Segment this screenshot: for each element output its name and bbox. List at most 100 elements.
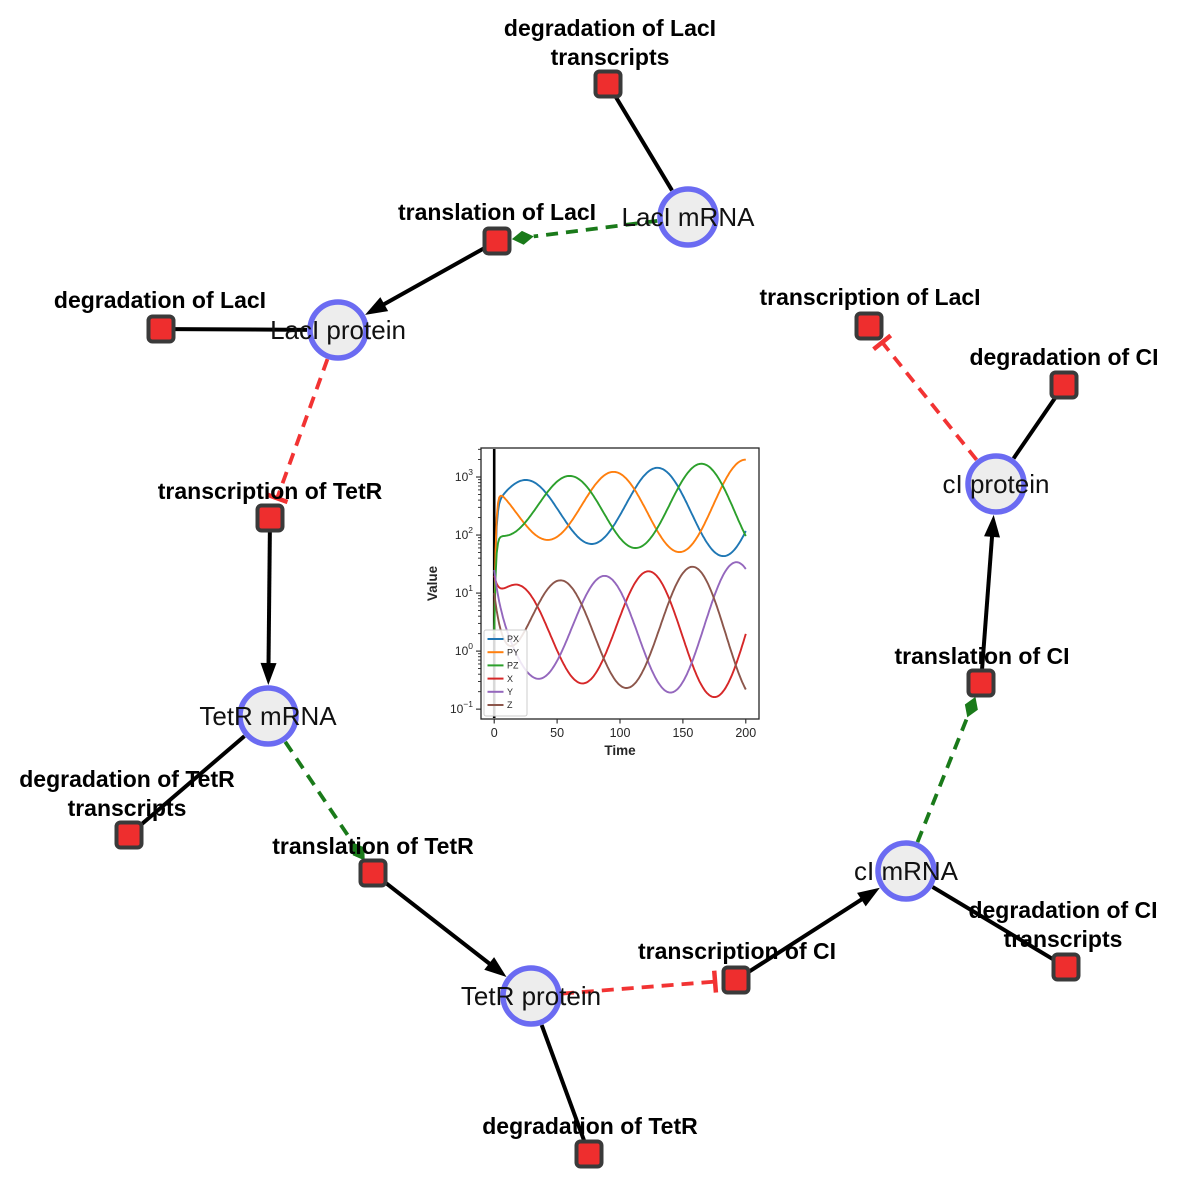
species-label: LacI protein — [270, 315, 406, 345]
edge-line — [980, 530, 995, 670]
legend-box — [483, 629, 528, 717]
edge-line — [378, 246, 486, 309]
reaction-node-transcription-of-laci[interactable] — [854, 311, 884, 341]
species-node-laci-mrna[interactable] — [657, 186, 719, 248]
legend-label: PZ — [507, 661, 519, 671]
legend-label: PX — [507, 634, 519, 644]
reaction-node-degradation-of-laci[interactable] — [146, 314, 176, 344]
reaction-label: degradation of TetR — [482, 1113, 698, 1139]
species-node-ci-mrna[interactable] — [875, 840, 937, 902]
reaction-square[interactable] — [593, 69, 623, 99]
reaction-node-degradation-of-tetr-transcripts[interactable] — [114, 820, 144, 850]
reaction-node-translation-of-ci[interactable] — [966, 668, 996, 698]
species-circle[interactable] — [657, 186, 719, 248]
species-node-laci-protein[interactable] — [307, 299, 369, 361]
edge-line — [266, 531, 272, 670]
edge-line — [880, 341, 979, 462]
reaction-label: transcription of LacI — [759, 284, 980, 310]
species-node-tetr-protein[interactable] — [500, 965, 562, 1027]
species-node-ci-protein[interactable] — [965, 453, 1027, 515]
simulation-inset-chart: 0 50 100 150 200Time10−1100101102103ValuePXP… — [421, 437, 778, 763]
arrowhead-icon — [260, 662, 277, 686]
x-axis-title: Time — [604, 743, 636, 758]
series-curve-px — [493, 466, 747, 634]
labels-layer: degradation of LacI transcripts translatio… — [19, 15, 1158, 1139]
reaction-label: degradation of CI — [968, 897, 1157, 923]
catalysis-arrowhead-icon — [352, 842, 365, 861]
reaction-square[interactable] — [721, 965, 751, 995]
y-tick-label: 102 — [455, 525, 473, 542]
edge-production-transcription-of-tetr-to-tetr-mrna — [260, 531, 277, 686]
reaction-square[interactable] — [358, 858, 388, 888]
nodes-layer — [114, 69, 1081, 1169]
species-node-tetr-mrna[interactable] — [237, 685, 299, 747]
edge-line — [539, 1024, 587, 1142]
edge-consumption-ci-mrna-to-degradation-of-ci-transcripts — [931, 885, 1056, 962]
species-label: TetR mRNA — [199, 701, 337, 731]
reaction-node-transcription-of-tetr[interactable] — [255, 503, 285, 533]
reaction-node-translation-of-tetr[interactable] — [358, 858, 388, 888]
series-curve-z — [493, 565, 747, 690]
species-label: cI protein — [943, 469, 1050, 499]
edge-line — [382, 880, 496, 969]
edge-production-translation-of-ci-to-ci-protein — [980, 514, 1000, 670]
edge-inhibition-tetr-protein-to-transcription-of-ci — [561, 970, 719, 996]
arrowhead-icon — [857, 887, 880, 907]
legend: PX PY PZ XYZ — [483, 629, 528, 717]
reaction-square[interactable] — [482, 226, 512, 256]
edge-consumption-laci-protein-to-degradation-of-laci — [174, 327, 308, 332]
x-tick-label: 100 — [610, 726, 631, 740]
reaction-square[interactable] — [1049, 370, 1079, 400]
y-tick-label: 101 — [455, 583, 473, 600]
arrowhead-icon — [984, 514, 1000, 538]
x-tick-label: 0 — [491, 726, 498, 740]
catalysis-arrowhead-icon — [511, 230, 534, 245]
edge-line — [915, 716, 970, 843]
reaction-label: degradation of LacI — [504, 15, 716, 41]
legend-label: PY — [507, 647, 519, 657]
reaction-square[interactable] — [146, 314, 176, 344]
reaction-label: transcription of CI — [638, 938, 836, 964]
reaction-node-degradation-of-tetr[interactable] — [574, 1139, 604, 1169]
edge-line — [533, 218, 658, 239]
edge-line — [931, 885, 1056, 962]
edge-line — [746, 894, 868, 975]
reaction-square[interactable] — [854, 311, 884, 341]
series-curve-y — [493, 561, 747, 694]
edge-production-translation-of-tetr-to-tetr-protein — [382, 880, 507, 977]
species-circle[interactable] — [965, 453, 1027, 515]
edge-line — [275, 358, 330, 499]
species-label: cI mRNA — [854, 856, 959, 886]
y-tick-label: 100 — [455, 641, 473, 658]
inhibition-tbar-icon — [711, 970, 719, 993]
edge-modifier-laci-mrna-to-translation-of-laci — [511, 218, 658, 245]
edge-inhibition-ci-protein-to-transcription-of-laci — [872, 333, 979, 462]
catalysis-arrowhead-icon — [964, 696, 978, 718]
species-circle[interactable] — [875, 840, 937, 902]
legend-label: Z — [507, 700, 513, 710]
reaction-node-transcription-of-ci[interactable] — [721, 965, 751, 995]
reaction-square[interactable] — [574, 1139, 604, 1169]
reaction-square[interactable] — [966, 668, 996, 698]
reaction-node-degradation-of-ci[interactable] — [1049, 370, 1079, 400]
x-tick-label: 50 — [550, 726, 564, 740]
reaction-node-degradation-of-laci-transcripts[interactable] — [593, 69, 623, 99]
reaction-label: translation of TetR — [272, 833, 474, 859]
reaction-label: translation of CI — [894, 643, 1069, 669]
species-circle[interactable] — [307, 299, 369, 361]
reaction-square[interactable] — [255, 503, 285, 533]
species-label: LacI mRNA — [622, 202, 756, 232]
reaction-square[interactable] — [1051, 952, 1081, 982]
series-curve-pz — [493, 462, 747, 634]
edge-line — [138, 734, 246, 828]
species-circle[interactable] — [237, 685, 299, 747]
edges-layer — [138, 94, 1058, 1142]
species-circle[interactable] — [500, 965, 562, 1027]
x-tick-label: 150 — [672, 726, 693, 740]
x-tick-label: 200 — [735, 726, 756, 740]
reaction-node-translation-of-laci[interactable] — [482, 226, 512, 256]
edge-production-transcription-of-ci-to-ci-mrna — [746, 887, 880, 975]
reaction-square[interactable] — [114, 820, 144, 850]
reaction-node-degradation-of-ci-transcripts[interactable] — [1051, 952, 1081, 982]
